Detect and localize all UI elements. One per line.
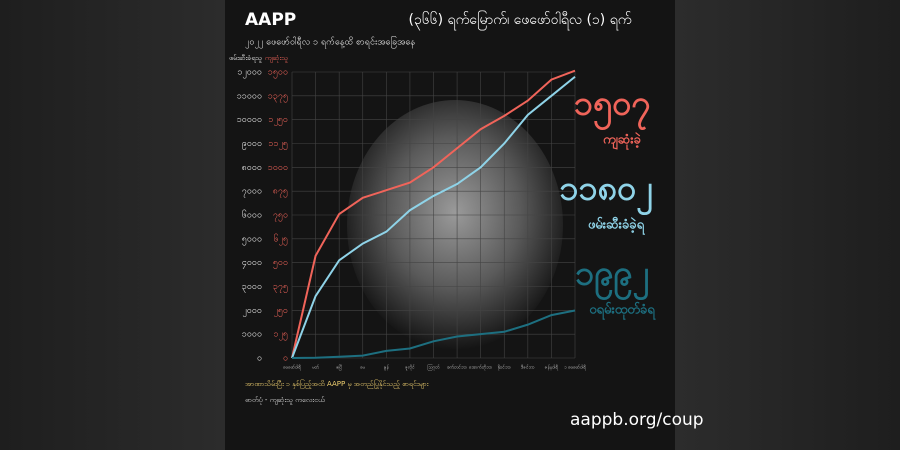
y-tick-label: ၃၀၀၀ — [242, 282, 262, 293]
url: aappb.org/coup — [570, 410, 704, 430]
brand: AAPP — [245, 10, 296, 30]
x-tick-label: ၁ ဖေဖော်ဝါရီ — [563, 365, 586, 371]
x-tick-label: မတ် — [312, 365, 320, 371]
y2-tick-label: ၀ — [283, 354, 288, 364]
y-tick-label: ၈၀၀၀ — [242, 163, 262, 173]
y-tick-label: ၁၂၀၀၀ — [237, 68, 262, 79]
chart-title: (၃၆၆) ရက်မြောက်၊ ဖေဖော်ဝါရီလ (၁) ရက် — [409, 11, 632, 30]
y-tick-label: ၀ — [257, 354, 262, 364]
y-tick-label: ၇၀၀၀ — [242, 187, 262, 198]
y2-tick-label: ၇၅၀ — [273, 211, 288, 222]
series-line — [291, 69, 576, 359]
y2-tick-label: ၁၃၇၅ — [268, 91, 288, 102]
y-tick-label: ၅၀၀၀ — [242, 234, 262, 245]
data-label: ၁၉၉၂ — [575, 254, 649, 301]
y-tick-label: ၆၀၀၀ — [242, 210, 262, 221]
legend-label: ဖမ်းဆီးခံခဲ့ရ — [588, 216, 646, 236]
x-tick-label: အောက်တိုဘာ — [469, 365, 492, 371]
y2-tick-label: ၈၇၅ — [273, 187, 288, 198]
y2-axis-label: ကျဆုံးသူ — [265, 54, 289, 63]
y-tick-label: ၁၀၀၀ — [242, 330, 262, 340]
data-label: ၁၁၈၀၂ — [559, 169, 653, 216]
y2-tick-label: ၆၂၅ — [273, 233, 288, 245]
y-tick-label: ၄၀၀၀ — [242, 258, 262, 269]
x-tick-label: ဖေဖော်ဝါရီ — [283, 365, 301, 371]
x-tick-label: ဩဂုတ် — [427, 364, 440, 371]
x-tick-label: ဧပြီ — [336, 364, 343, 371]
x-tick-label: နိုဝင်ဘာ — [497, 365, 511, 371]
y2-tick-label: ၁၂၅၀ — [268, 115, 288, 126]
data-label: ၁၅၀၇ — [574, 84, 651, 131]
y-tick-label: ၂၀၀၀ — [242, 306, 262, 317]
footnote: ဓာတ်ပုံ - ကျဆုံးသူ ကလေးငယ် — [245, 396, 325, 405]
subtitle: ၂၀၂၂ ဖေဖော်ဝါရီလ ၁ ရက်နေ့ထိ စာရင်းအခြေအန… — [245, 36, 415, 49]
y-axis-label: ဖမ်းဆီးခံရသူ — [229, 54, 262, 63]
y2-tick-label: ၅၀၀ — [273, 258, 288, 269]
x-tick-label: ဒီဇင်ဘာ — [521, 365, 535, 371]
x-tick-label: စက်တင်ဘာ — [447, 365, 467, 371]
y2-tick-label: ၂၅၀ — [273, 306, 288, 317]
series-line — [291, 309, 576, 359]
series-line — [291, 75, 576, 359]
x-tick-label: ဇန်နဝါရီ — [545, 365, 559, 371]
y-tick-label: ၁၁၀၀၀ — [237, 91, 262, 101]
x-tick-label: ဇွန် — [384, 365, 390, 371]
legend-label: ကျဆုံးခဲ့ — [603, 132, 642, 150]
y2-tick-label: ၁၂၅ — [273, 330, 288, 341]
photo — [347, 100, 563, 350]
x-tick-label: မေ — [360, 366, 365, 371]
y2-tick-label: ၁၁၂၅ — [268, 139, 288, 150]
y-tick-label: ၁၀၀၀၀ — [237, 115, 262, 125]
y2-tick-label: ၁၀၀၀ — [268, 163, 288, 173]
x-tick-label: ဇူလိုင် — [405, 365, 415, 371]
y-tick-label: ၉၀၀၀ — [242, 139, 262, 150]
y2-tick-label: ၃၇၅ — [273, 282, 288, 293]
y2-tick-label: ၁၅၀၀ — [268, 68, 288, 79]
legend-label: ဝရမ်းထုတ်ခံရ — [589, 301, 656, 321]
footnote: အာဏာသိမ်းပြီး ၁ နှစ်ပြည့်အထိ AAPP မှ အတည… — [245, 379, 429, 389]
